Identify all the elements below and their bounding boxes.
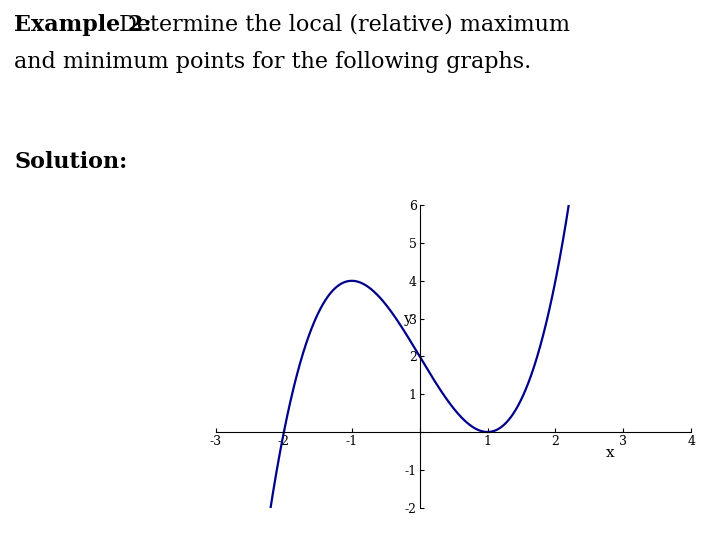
Text: Example 2:: Example 2: bbox=[14, 14, 152, 36]
Text: Solution:: Solution: bbox=[14, 151, 127, 173]
Text: Determine the local (relative) maximum: Determine the local (relative) maximum bbox=[112, 14, 570, 36]
Text: and minimum points for the following graphs.: and minimum points for the following gra… bbox=[14, 51, 531, 73]
Text: x: x bbox=[606, 446, 614, 460]
Text: y: y bbox=[403, 312, 412, 326]
